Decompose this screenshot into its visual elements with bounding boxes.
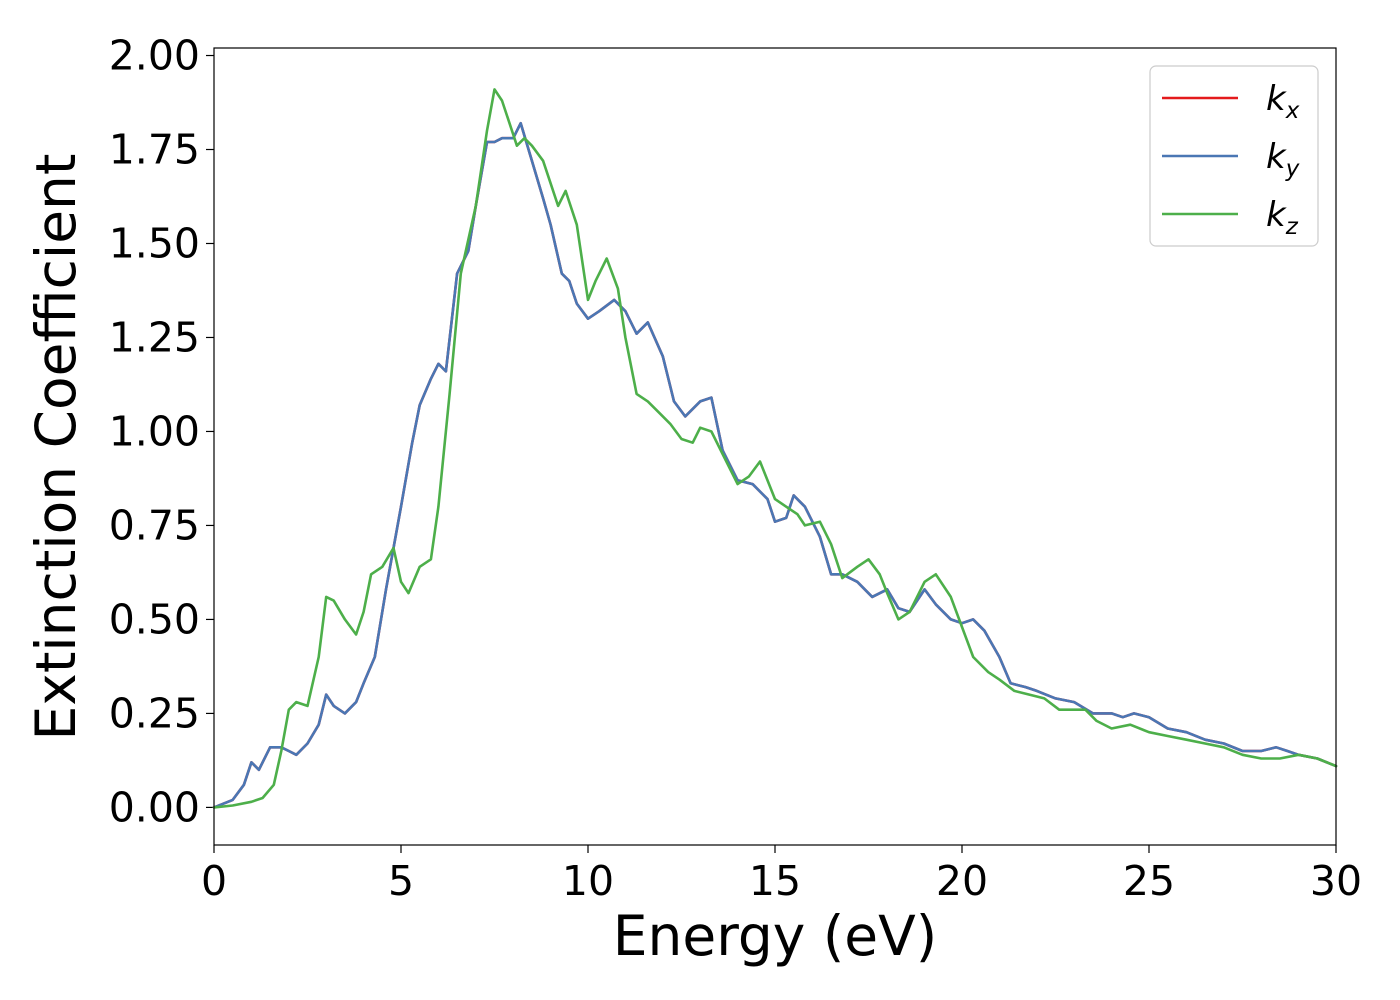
x-axis-title: Energy (eV) — [613, 904, 937, 968]
y-tick-label: 0.25 — [109, 689, 200, 737]
x-tick-label: 0 — [201, 857, 227, 905]
plot-frame — [213, 47, 1337, 846]
x-tick-label: 10 — [562, 857, 614, 905]
y-axis-ticks: 0.00 0.25 0.50 0.75 1.00 1.25 1.50 1.75 2.00 — [109, 32, 214, 831]
y-tick-label: 0.00 — [109, 783, 200, 831]
y-tick-label: 1.50 — [109, 219, 200, 267]
y-axis-title: Extinction Coefficient — [24, 154, 88, 741]
y-tick-label: 0.75 — [109, 501, 200, 549]
series-line-kz — [212, 88, 1338, 809]
y-tick-label: 0.50 — [109, 595, 200, 643]
x-tick-label: 30 — [1310, 857, 1362, 905]
x-tick-label: 5 — [388, 857, 414, 905]
y-tick-label: 2.00 — [109, 32, 200, 80]
legend-label: kx — [1266, 79, 1300, 124]
plot-area — [212, 88, 1338, 809]
legend-label: ky — [1266, 137, 1300, 182]
legend-label: kz — [1266, 195, 1299, 240]
y-tick-label: 1.00 — [109, 407, 200, 455]
x-tick-label: 15 — [749, 857, 801, 905]
x-tick-label: 25 — [1123, 857, 1175, 905]
legend: kx ky kz — [1149, 65, 1319, 247]
x-tick-label: 20 — [936, 857, 988, 905]
y-tick-label: 1.25 — [109, 313, 200, 361]
y-tick-label: 1.75 — [109, 126, 200, 174]
x-axis-ticks: 0 5 10 15 20 25 30 — [201, 845, 1362, 905]
